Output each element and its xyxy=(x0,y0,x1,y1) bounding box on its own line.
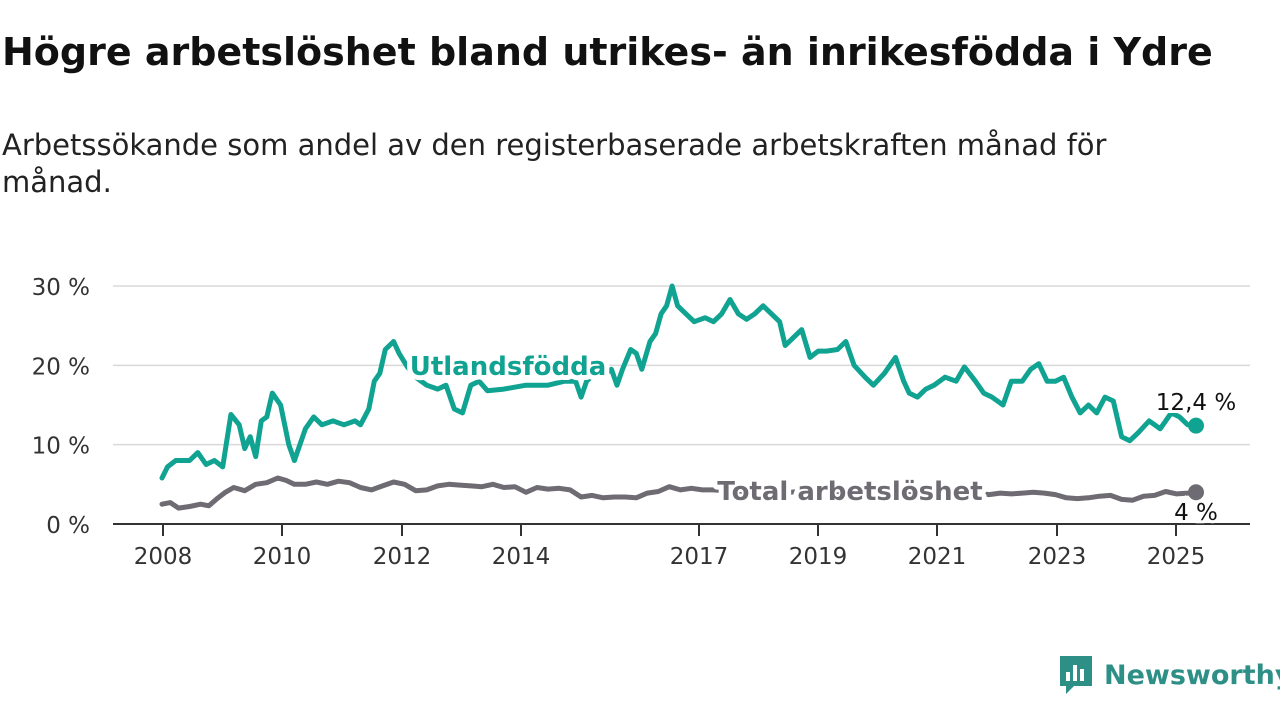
brand-name: Newsworthy xyxy=(1104,659,1280,691)
newsworthy-logo-icon xyxy=(1060,656,1092,694)
y-tick-label: 20 % xyxy=(32,354,90,380)
x-tick-label: 2008 xyxy=(134,544,193,570)
series-labels: 12,4 % 4 % Utlandsfödda Total arbetslöshet xyxy=(405,347,1239,529)
x-tick-label: 2017 xyxy=(670,544,729,570)
series-end-marker xyxy=(1188,417,1204,434)
x-tick-label: 2023 xyxy=(1028,544,1087,570)
y-tick-label: 0 % xyxy=(46,513,90,539)
x-axis-ticks: 2008 2010 2012 2014 2017 2019 2021 2023 2025 xyxy=(134,524,1206,570)
x-tick-label: 2025 xyxy=(1147,544,1206,570)
chart-title: Högre arbetslöshet bland utrikes- än inr… xyxy=(2,30,1213,74)
y-tick-label: 10 % xyxy=(32,434,90,460)
newsworthy-brand: Newsworthy xyxy=(1058,654,1280,696)
x-tick-label: 2012 xyxy=(373,544,432,570)
x-tick-label: 2014 xyxy=(492,544,551,570)
x-tick-label: 2019 xyxy=(789,544,848,570)
series-end-marker xyxy=(1188,484,1204,501)
series-end-label: 4 % xyxy=(1174,500,1218,526)
series-annotation-label: Utlandsfödda xyxy=(410,352,607,382)
y-tick-label: 30 % xyxy=(32,275,90,301)
series-end-label: 12,4 % xyxy=(1156,390,1236,416)
series-lines xyxy=(159,283,1204,511)
series-line-total xyxy=(159,475,1199,511)
chart-subtitle: Arbetssökande som andel av den registerb… xyxy=(2,128,1107,199)
x-tick-label: 2010 xyxy=(253,544,312,570)
x-tick-label: 2021 xyxy=(908,544,967,570)
series-line-utlandsfodda xyxy=(159,283,1199,481)
y-axis-ticks: 0 % 10 % 20 % 30 % xyxy=(32,275,90,539)
series-annotation-label: Total arbetslöshet xyxy=(717,477,982,507)
